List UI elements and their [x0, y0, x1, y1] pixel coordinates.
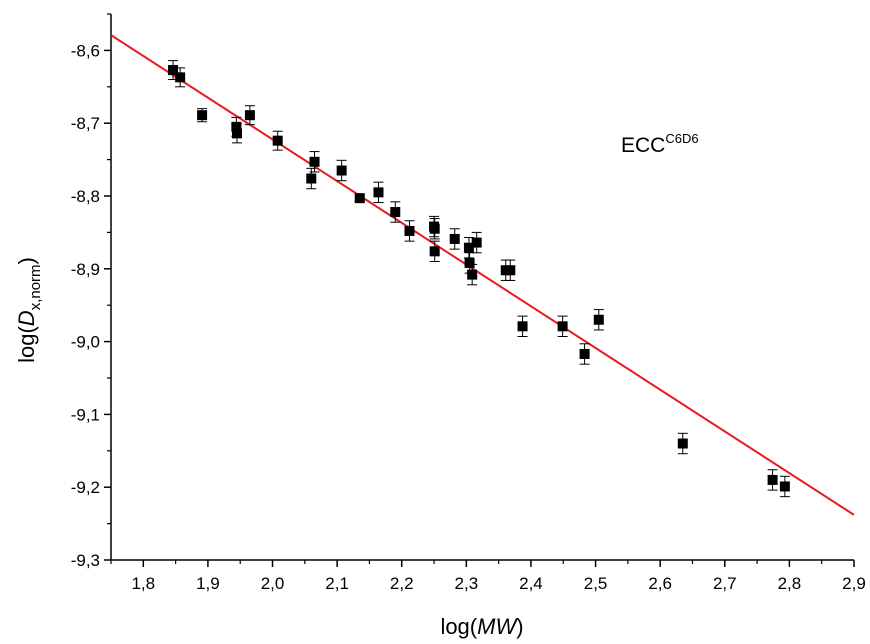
data-point	[175, 67, 186, 88]
y-tick-label: -8,9	[71, 260, 100, 279]
x-tick-label: 2,9	[842, 574, 866, 593]
y-tick-label: -9,1	[71, 405, 100, 424]
data-point	[467, 263, 478, 286]
data-point	[231, 123, 242, 144]
point-marker	[197, 110, 208, 121]
point-marker	[404, 225, 415, 236]
data-point	[557, 315, 568, 338]
x-axis-title: log(MW)	[440, 614, 523, 639]
y-tick-label: -9,3	[71, 551, 100, 570]
x-tick-label: 2,6	[648, 574, 672, 593]
data-point	[505, 259, 516, 281]
y-tick-label: -8,7	[71, 114, 100, 133]
annotation-label: ECCC6D6	[621, 131, 699, 157]
data-point	[463, 236, 474, 259]
point-marker	[593, 314, 604, 325]
fit-line-group	[111, 34, 854, 516]
point-marker	[354, 193, 365, 204]
data-point	[677, 432, 688, 455]
axes	[110, 14, 854, 561]
point-marker	[557, 321, 568, 332]
data-point	[404, 220, 415, 242]
data-point	[593, 309, 604, 331]
point-marker	[579, 348, 590, 359]
y-axis-title: log(Dx,norm)	[14, 257, 44, 363]
x-tick-label: 2,7	[713, 574, 737, 593]
data-point	[197, 108, 208, 123]
data-point	[429, 218, 440, 240]
point-marker	[175, 72, 186, 83]
point-marker	[767, 474, 778, 485]
point-marker	[467, 269, 478, 280]
point-marker	[463, 242, 474, 253]
point-marker	[272, 135, 283, 146]
x-tick-label: 2,2	[390, 574, 414, 593]
point-marker	[244, 110, 255, 121]
x-tick-label: 1,9	[196, 574, 220, 593]
x-tick-label: 2,1	[325, 574, 349, 593]
data-point	[429, 240, 440, 263]
data-point	[244, 105, 255, 126]
data-point	[471, 231, 482, 254]
point-marker	[306, 173, 317, 184]
point-marker	[429, 246, 440, 257]
data-points	[168, 60, 790, 498]
point-marker	[471, 237, 482, 248]
y-tick-label: -9,0	[71, 333, 100, 352]
x-axis-ticks: 1,8 1,9 2,0 2,1 2,2 2,3 2,4 2,5 2,6 2,7 2,8 2,9	[110, 560, 866, 593]
x-tick-label: 2,8	[778, 574, 802, 593]
point-marker	[505, 265, 516, 276]
point-marker	[373, 187, 384, 198]
point-marker	[231, 128, 242, 139]
point-marker	[168, 65, 179, 76]
y-axis-ticks: -8,6 -8,7 -8,8 -8,9 -9,0 -9,1 -9,2 -9,3	[71, 13, 111, 570]
x-tick-label: 2,3	[455, 574, 479, 593]
point-marker	[336, 165, 347, 176]
data-point	[390, 201, 401, 223]
data-point	[354, 193, 365, 204]
data-point	[373, 181, 384, 204]
point-marker	[677, 438, 688, 449]
x-tick-label: 1,8	[131, 574, 155, 593]
x-tick-label: 2,4	[519, 574, 543, 593]
x-tick-label: 2,0	[261, 574, 285, 593]
data-point	[767, 469, 778, 491]
data-point	[579, 343, 590, 365]
data-point	[272, 130, 283, 151]
y-tick-label: -9,2	[71, 478, 100, 497]
point-marker	[429, 223, 440, 234]
point-marker	[449, 233, 460, 244]
data-point	[449, 228, 460, 250]
point-marker	[779, 481, 790, 492]
point-marker	[517, 321, 528, 332]
linear-fit-line	[111, 34, 854, 516]
point-marker	[464, 257, 475, 268]
y-tick-label: -8,8	[71, 187, 100, 206]
x-tick-label: 2,5	[584, 574, 608, 593]
point-marker	[231, 121, 242, 132]
point-marker	[390, 207, 401, 218]
data-point	[517, 315, 528, 338]
y-tick-label: -8,6	[71, 41, 100, 60]
data-point	[779, 475, 790, 498]
data-point	[336, 159, 347, 182]
point-marker	[309, 156, 320, 167]
data-point	[309, 151, 320, 173]
